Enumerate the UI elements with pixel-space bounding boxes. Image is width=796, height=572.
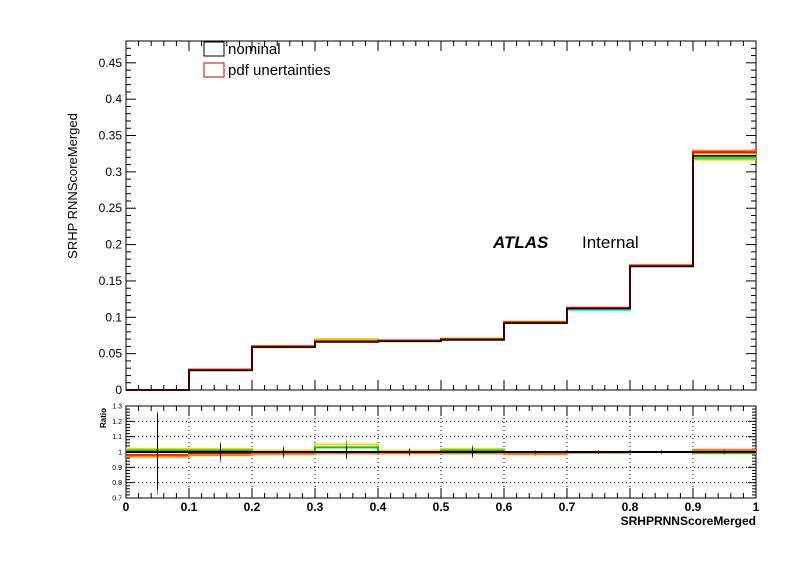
main-y-tick-label: 0.05 xyxy=(99,347,123,361)
x-tick-label: 0 xyxy=(123,500,130,514)
x-tick-labels: 0 0.1 0.2 0.3 0.4 0.5 0.6 0.7 0.8 0.9 1 xyxy=(123,500,760,514)
ratio-y-tick-label: 0.9 xyxy=(112,465,122,472)
legend: nominal pdf unertainties xyxy=(203,41,331,79)
x-tick-label: 0.5 xyxy=(433,500,450,514)
pdf-variation-histogram xyxy=(126,157,756,391)
x-tick-label: 0.1 xyxy=(181,500,198,514)
ratio-y-tick-label: 0.7 xyxy=(112,496,122,503)
main-y-tick-labels: 0 0.05 0.1 0.15 0.2 0.25 0.3 0.35 0.4 0.45 xyxy=(99,56,123,397)
ratio-y-tick-label: 1 xyxy=(118,450,122,457)
nominal-histogram xyxy=(126,155,756,391)
pdf-variation-histogram xyxy=(126,149,756,391)
legend-swatch-pdf xyxy=(203,62,225,78)
main-y-tick-label: 0.1 xyxy=(105,310,122,324)
x-tick-label: 0.3 xyxy=(307,500,324,514)
main-y-tick-label: 0.45 xyxy=(99,56,123,70)
legend-swatch-nominal xyxy=(203,41,225,57)
ratio-y-tick-label: 0.8 xyxy=(112,480,122,487)
main-y-axis-title: SRHP RNNScoreMerged xyxy=(65,113,80,259)
main-y-tick-label: 0.25 xyxy=(99,201,123,215)
ratio-y-tick-label: 1.2 xyxy=(112,419,122,426)
ratio-y-axis-title: Ratio xyxy=(99,408,108,428)
main-y-tick-label: 0.4 xyxy=(105,92,122,106)
pdf-variation-histogram xyxy=(126,158,756,391)
x-tick-label: 0.2 xyxy=(244,500,261,514)
main-y-tick-label: 0.15 xyxy=(99,274,123,288)
main-plot-series xyxy=(126,149,756,391)
main-y-tick-label: 0.35 xyxy=(99,129,123,143)
legend-label-nominal: nominal xyxy=(228,41,281,58)
x-tick-label: 0.8 xyxy=(622,500,639,514)
main-y-tick-label: 0 xyxy=(115,383,122,397)
ratio-plot-series xyxy=(126,410,756,495)
pdf-variation-histogram xyxy=(126,152,756,391)
x-tick-label: 0.4 xyxy=(370,500,387,514)
main-plot-ticks xyxy=(125,41,757,391)
pdf-uncertainty-histogram xyxy=(126,151,756,391)
pdf-variation-histogram xyxy=(126,155,756,391)
ratio-y-tick-labels: 0.7 0.8 0.9 1 1.1 1.2 1.3 xyxy=(112,404,122,503)
main-y-tick-label: 0.2 xyxy=(105,238,122,252)
x-tick-label: 0.6 xyxy=(496,500,513,514)
x-tick-label: 0.9 xyxy=(685,500,702,514)
atlas-label: ATLAS xyxy=(492,233,549,252)
x-tick-label: 0.7 xyxy=(559,500,576,514)
ratio-y-tick-label: 1.3 xyxy=(112,404,122,411)
ratio-y-tick-label: 1.1 xyxy=(112,434,122,441)
x-tick-label: 1 xyxy=(753,500,760,514)
legend-label-pdf: pdf unertainties xyxy=(228,62,331,79)
main-y-tick-label: 0.3 xyxy=(105,165,122,179)
atlas-status-label: Internal xyxy=(582,233,639,252)
x-axis-title: SRHPRNNScoreMerged xyxy=(621,514,756,528)
